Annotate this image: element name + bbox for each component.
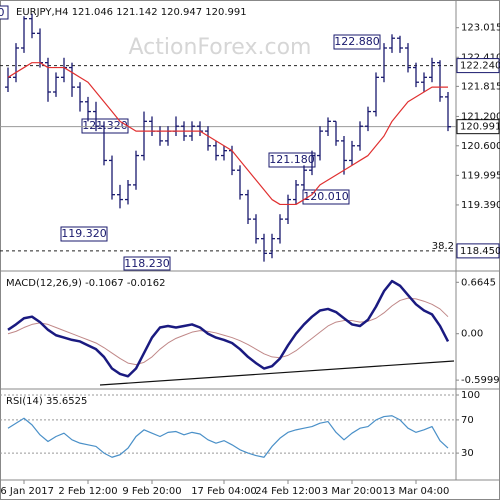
annotation-box [60, 226, 108, 242]
annotation-box [0, 5, 9, 20]
x-tick-label: 9 Feb 20:00 [122, 486, 181, 497]
y-tick-label: 0.00 [461, 329, 483, 340]
price-label: 120.991 [460, 122, 500, 133]
chart-title: EURJPY,H4 121.046 121.142 120.947 120.99… [16, 7, 247, 18]
x-tick-label: 13 Mar 04:00 [383, 486, 450, 497]
y-tick-label: 70 [461, 415, 474, 426]
annotation: 119.320 [61, 227, 107, 240]
rsi-line [7, 415, 449, 458]
annotation-box [268, 152, 316, 168]
y-tick-label: 122.410 [461, 52, 500, 63]
y-tick-label: 100 [461, 390, 480, 401]
annotation: 38.2 [432, 241, 454, 252]
x-tick-label: 24 Feb 12:00 [255, 486, 321, 497]
annotation-box [302, 189, 350, 205]
price-box [456, 119, 500, 135]
annotation: 0 [0, 6, 5, 19]
macd-title: MACD(12,26,9) -0.1067 -0.0162 [6, 278, 166, 289]
y-tick-label: 0.6645 [461, 277, 496, 288]
moving-average [7, 62, 448, 206]
annotation-box [333, 34, 381, 50]
x-tick-label: 3 Mar 20:00 [322, 486, 382, 497]
rsi-title: RSI(14) 35.6525 [6, 396, 87, 407]
annotation-box [123, 256, 171, 271]
price-label: 118.450 [460, 246, 500, 257]
trend-line [99, 360, 455, 386]
x-tick-label: 2 Feb 12:00 [58, 486, 117, 497]
annotation: 122.880 [334, 35, 380, 48]
y-tick-label: -0.5999 [461, 375, 500, 386]
price-label: 122.240 [460, 61, 500, 72]
macd-line [7, 279, 450, 378]
price-box [456, 243, 500, 259]
y-tick-label: 123.015 [461, 23, 500, 34]
y-tick-label: 119.995 [461, 170, 500, 181]
signal-line [7, 297, 449, 366]
annotation: 118.230 [124, 257, 170, 270]
y-tick-label: 30 [461, 448, 474, 459]
y-tick-label: 121.815 [461, 81, 500, 92]
annotation: 121.180 [269, 153, 315, 166]
annotation: 121.320 [82, 119, 128, 132]
price-box [456, 58, 500, 74]
y-tick-label: 119.390 [461, 200, 500, 211]
y-tick-label: 121.200 [461, 111, 500, 122]
annotation: 120.010 [303, 190, 349, 203]
annotations: 0 122.880 121.320 121.180 120.010 119.32… [0, 5, 454, 271]
y-tick-label: 120.600 [461, 141, 500, 152]
watermark: ActionForex.com [129, 35, 312, 60]
x-tick-label: 26 Jan 2017 [0, 486, 54, 497]
x-tick-label: 17 Feb 04:00 [191, 486, 257, 497]
